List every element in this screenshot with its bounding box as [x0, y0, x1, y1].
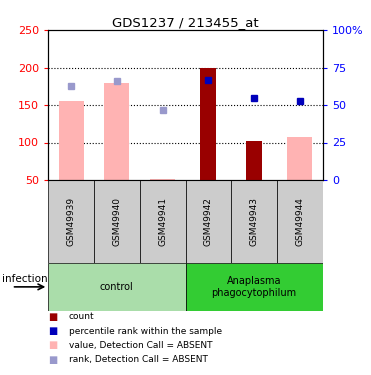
Text: ■: ■	[48, 326, 58, 336]
Bar	[186, 180, 231, 262]
Text: count: count	[69, 312, 94, 321]
Text: ■: ■	[48, 312, 58, 322]
Text: ■: ■	[48, 355, 58, 364]
Bar	[200, 68, 216, 180]
Bar	[94, 180, 140, 262]
Text: ■: ■	[48, 340, 58, 350]
Text: rank, Detection Call = ABSENT: rank, Detection Call = ABSENT	[69, 355, 207, 364]
Bar	[140, 180, 186, 262]
Bar	[246, 141, 262, 180]
Text: infection: infection	[2, 274, 47, 284]
Bar	[287, 137, 312, 180]
Bar	[59, 101, 84, 180]
Bar	[150, 178, 175, 180]
Bar	[48, 180, 94, 262]
Text: GSM49941: GSM49941	[158, 197, 167, 246]
Text: control: control	[100, 282, 134, 292]
Text: GSM49942: GSM49942	[204, 197, 213, 246]
Text: Anaplasma
phagocytophilum: Anaplasma phagocytophilum	[211, 276, 297, 298]
Bar	[186, 262, 323, 311]
Text: GSM49940: GSM49940	[112, 197, 121, 246]
Text: GSM49939: GSM49939	[67, 196, 76, 246]
Bar	[104, 82, 129, 180]
Bar	[231, 180, 277, 262]
Title: GDS1237 / 213455_at: GDS1237 / 213455_at	[112, 16, 259, 29]
Text: percentile rank within the sample: percentile rank within the sample	[69, 327, 222, 336]
Text: value, Detection Call = ABSENT: value, Detection Call = ABSENT	[69, 341, 212, 350]
Bar	[277, 180, 323, 262]
Bar	[48, 262, 186, 311]
Text: GSM49943: GSM49943	[250, 197, 259, 246]
Text: GSM49944: GSM49944	[295, 197, 304, 246]
